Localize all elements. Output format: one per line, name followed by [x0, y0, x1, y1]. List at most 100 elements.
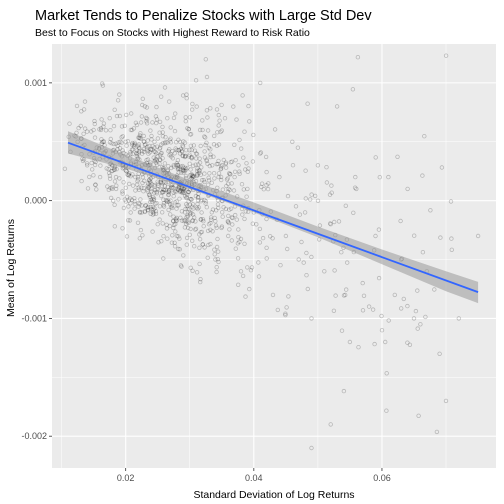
scatter-point — [221, 157, 226, 163]
scatter-point — [211, 133, 217, 139]
scatter-point — [141, 139, 146, 144]
scatter-point — [191, 215, 197, 220]
scatter-point — [268, 234, 273, 239]
scatter-point — [203, 201, 208, 206]
scatter-point — [180, 167, 186, 173]
scatter-point — [186, 219, 191, 224]
scatter-point — [219, 225, 224, 231]
scatter-point — [93, 182, 98, 188]
scatter-point — [129, 127, 135, 133]
scatter-point — [157, 204, 163, 209]
scatter-point — [240, 93, 245, 98]
scatter-point — [214, 269, 219, 275]
scatter-point — [208, 147, 213, 152]
scatter-point — [376, 227, 382, 232]
scatter-point — [161, 187, 167, 193]
scatter-point — [178, 164, 183, 169]
scatter-point — [418, 322, 423, 327]
scatter-point — [184, 195, 189, 201]
scatter-point — [171, 214, 176, 219]
scatter-point — [152, 139, 157, 144]
scatter-point — [158, 142, 164, 147]
scatter-point — [247, 286, 252, 292]
scatter-point — [145, 205, 150, 210]
scatter-point — [167, 188, 172, 193]
scatter-point — [139, 185, 144, 190]
scatter-point — [99, 81, 105, 86]
scatter-point — [133, 174, 138, 180]
scatter-point — [228, 159, 233, 165]
scatter-point — [407, 342, 413, 347]
scatter-point — [128, 173, 133, 179]
scatter-point — [201, 223, 206, 229]
scatter-point — [171, 163, 176, 168]
scatter-point — [360, 308, 366, 313]
scatter-point — [151, 196, 157, 201]
scatter-point — [166, 207, 171, 213]
scatter-point — [128, 210, 133, 215]
scatter-point — [183, 115, 188, 120]
scatter-point — [259, 181, 265, 186]
scatter-point — [198, 217, 204, 222]
scatter-point — [148, 197, 154, 202]
scatter-point — [170, 148, 175, 154]
scatter-point — [183, 167, 189, 172]
scatter-point — [251, 132, 256, 138]
scatter-point — [190, 174, 196, 180]
scatter-point — [177, 196, 182, 201]
scatter-point — [415, 326, 420, 331]
scatter-point — [132, 196, 137, 201]
scatter-point — [124, 194, 130, 199]
scatter-point — [145, 189, 150, 194]
scatter-point — [197, 160, 203, 165]
scatter-point — [147, 192, 152, 198]
scatter-point — [305, 101, 310, 106]
scatter-point — [156, 240, 161, 245]
scatter-point — [197, 232, 202, 237]
scatter-point — [99, 117, 104, 122]
scatter-point — [134, 148, 139, 153]
scatter-point — [423, 314, 428, 320]
scatter-point — [270, 292, 276, 298]
scatter-point — [208, 217, 214, 222]
scatter-point — [193, 156, 199, 161]
scatter-point — [176, 202, 181, 208]
chart-title: Market Tends to Penalize Stocks with Lar… — [35, 8, 372, 24]
scatter-point — [147, 194, 153, 199]
scatter-point — [131, 142, 136, 148]
scatter-point — [98, 125, 104, 131]
scatter-point — [161, 256, 166, 261]
scatter-point — [147, 199, 153, 205]
scatter-point — [240, 212, 245, 217]
scatter-point — [182, 225, 188, 230]
scatter-point — [180, 153, 186, 159]
scatter-point — [101, 139, 107, 144]
scatter-point — [180, 144, 186, 149]
scatter-point — [216, 259, 221, 265]
scatter-point — [332, 268, 337, 273]
scatter-point — [283, 311, 288, 316]
scatter-point — [148, 160, 153, 165]
scatter-point — [112, 202, 117, 207]
scatter-point — [192, 148, 198, 153]
scatter-point — [209, 210, 214, 215]
scatter-point — [203, 142, 208, 148]
scatter-point — [166, 192, 171, 198]
scatter-point — [154, 191, 160, 196]
scatter-point — [122, 123, 127, 128]
scatter-point — [146, 178, 152, 183]
scatter-point — [202, 155, 208, 160]
scatter-point — [185, 203, 190, 208]
scatter-point — [196, 205, 202, 210]
scatter-point — [229, 215, 235, 220]
scatter-point — [197, 170, 202, 176]
scatter-point — [238, 269, 244, 274]
scatter-point — [136, 187, 142, 192]
scatter-point — [189, 172, 194, 177]
scatter-point — [165, 184, 170, 190]
scatter-point — [150, 194, 156, 200]
scatter-point — [176, 165, 181, 170]
scatter-point — [148, 128, 153, 133]
scatter-point — [168, 204, 174, 210]
